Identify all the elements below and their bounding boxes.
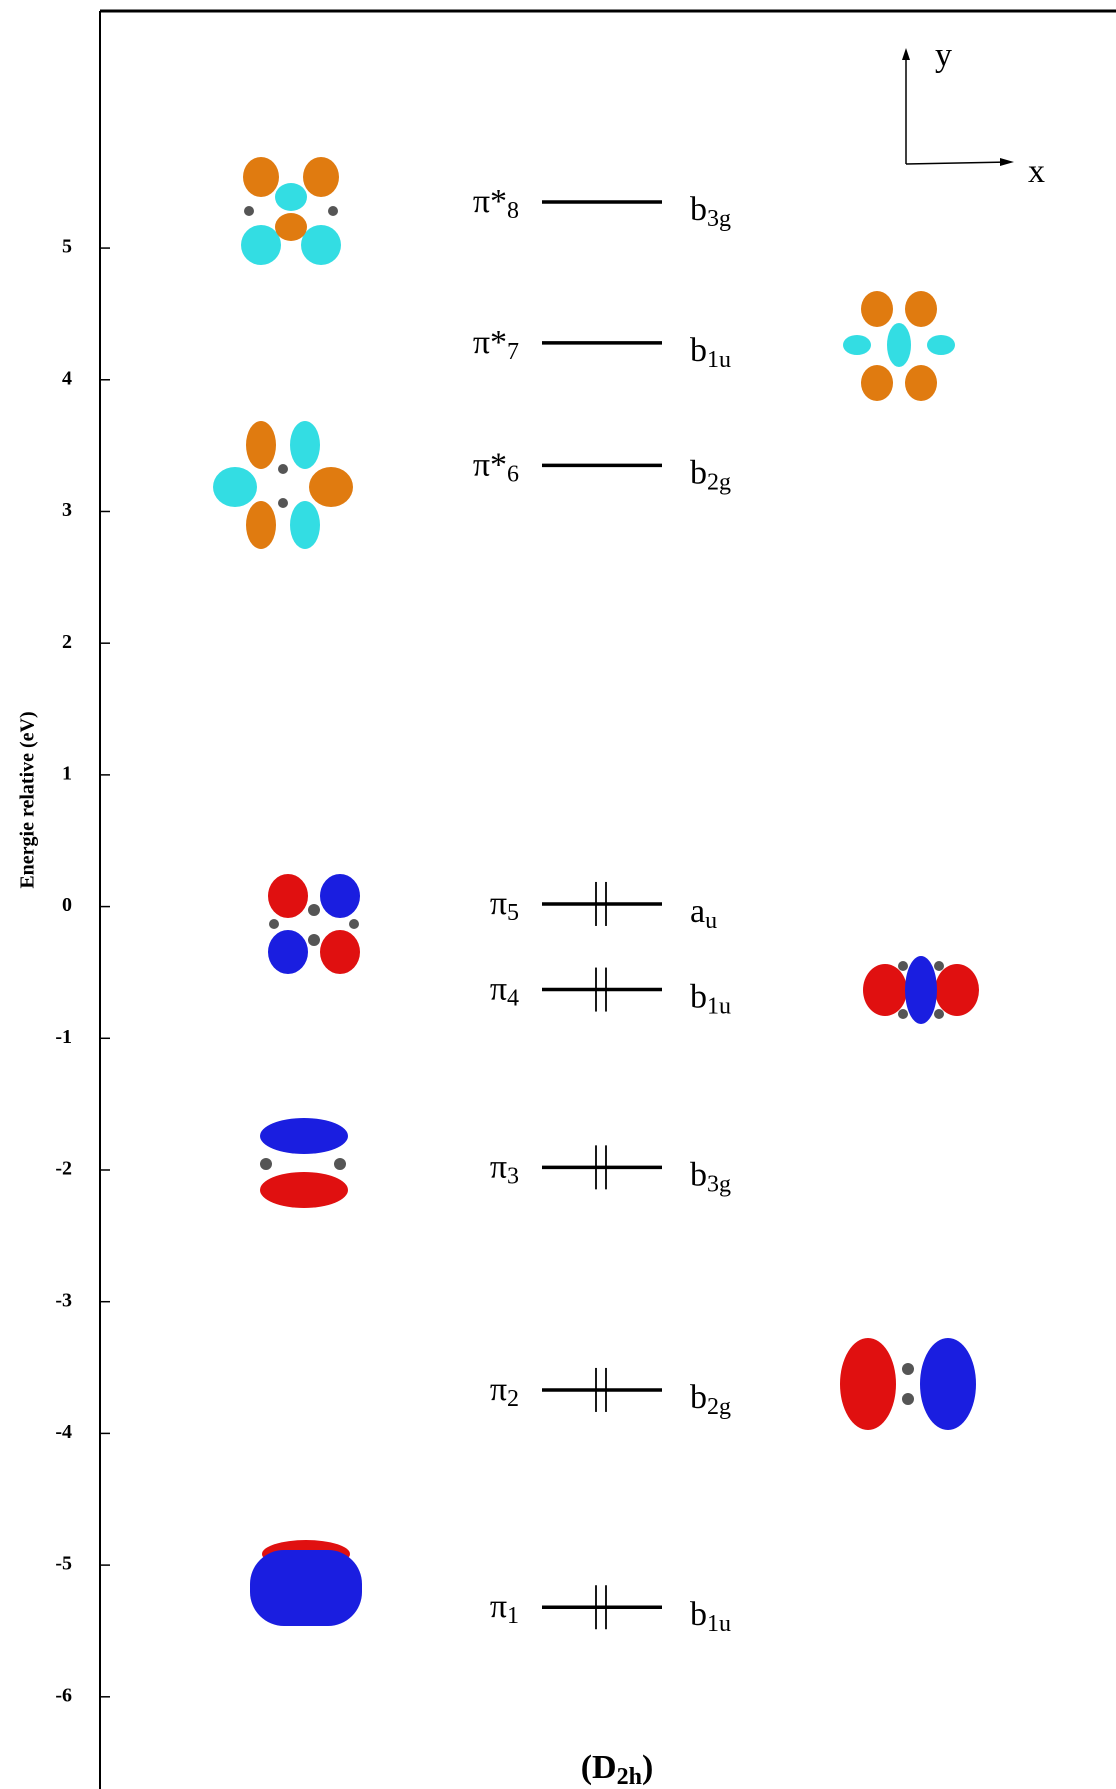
y-tick-label: -1 xyxy=(55,1026,72,1048)
symmetry-sub: 1u xyxy=(707,1611,731,1637)
symmetry-name: b xyxy=(690,1596,707,1633)
orbital-index: 6 xyxy=(507,461,519,487)
orbital-label: π5 xyxy=(490,885,519,926)
chart: Energie relative (eV) y x xyxy=(0,0,1116,1789)
orbital-label: π*7 xyxy=(473,324,519,365)
symmetry-name: b xyxy=(690,191,707,228)
symmetry-sub: 2g xyxy=(707,1393,731,1419)
orbital-index: 1 xyxy=(507,1603,519,1629)
orbital-plot xyxy=(260,1118,348,1208)
orbital-name: π xyxy=(490,970,507,1007)
symmetry-label: b3g xyxy=(690,1156,731,1197)
symmetry-sub: 2g xyxy=(707,469,731,495)
y-tick-label: 0 xyxy=(62,894,72,916)
orbital-plot xyxy=(863,956,979,1024)
symmetry-sub: 3g xyxy=(707,1171,731,1197)
orbital-plot xyxy=(250,1540,362,1626)
orbital-name: π xyxy=(490,1148,507,1185)
point-group-main: (D xyxy=(581,1749,617,1786)
symmetry-sub: 1u xyxy=(707,993,731,1019)
symmetry-name: b xyxy=(690,332,707,369)
symmetry-name: b xyxy=(690,978,707,1015)
symmetry-label: b2g xyxy=(690,1379,731,1420)
y-tick-label: -2 xyxy=(55,1158,72,1180)
y-tick-label: 5 xyxy=(62,236,72,258)
orbital-label: π*6 xyxy=(473,446,519,487)
orbital-plot xyxy=(840,1338,976,1430)
orbital-label: π1 xyxy=(490,1588,519,1629)
y-tick-label: -4 xyxy=(55,1421,72,1443)
y-tick-label: -3 xyxy=(55,1289,72,1311)
orbital-name: π xyxy=(490,1371,507,1408)
orbital-index: 7 xyxy=(507,338,519,364)
orbital-name: π xyxy=(490,885,507,922)
symmetry-sub: 1u xyxy=(707,346,731,372)
symmetry-label: b1u xyxy=(690,332,731,373)
y-tick-label: 3 xyxy=(62,499,72,521)
y-tick-label: 2 xyxy=(62,631,72,653)
symmetry-label: b3g xyxy=(690,191,731,232)
orbital-index: 5 xyxy=(507,899,519,925)
orbital-index: 2 xyxy=(507,1385,519,1411)
symmetry-label: b2g xyxy=(690,454,731,495)
symmetry-sub: 3g xyxy=(707,205,731,231)
symmetry-name: b xyxy=(690,1379,707,1416)
symmetry-name: b xyxy=(690,1156,707,1193)
orbital-plot xyxy=(843,291,955,401)
point-group-close: ) xyxy=(642,1749,653,1786)
y-tick-label: 1 xyxy=(62,762,72,784)
axis-y-name: y xyxy=(935,37,952,74)
symmetry-label: b1u xyxy=(690,978,731,1019)
orbital-label: π*8 xyxy=(473,183,519,224)
y-tick-label: -5 xyxy=(55,1553,72,1575)
orbital-label: π2 xyxy=(490,1371,519,1412)
symmetry-name: b xyxy=(690,454,707,491)
point-group: (D2h) xyxy=(581,1749,654,1789)
orbital-plot xyxy=(241,157,341,265)
orbital-index: 3 xyxy=(507,1163,519,1189)
orbital-plot xyxy=(213,421,353,549)
orbital-index: 4 xyxy=(507,985,519,1011)
point-group-sub: 2h xyxy=(617,1764,642,1789)
symmetry-label: b1u xyxy=(690,1596,731,1637)
orbital-label: π4 xyxy=(490,970,519,1011)
symmetry-sub: u xyxy=(705,907,717,933)
symmetry-label: au xyxy=(690,893,717,934)
orbital-name: π* xyxy=(473,446,507,483)
orbital-label: π3 xyxy=(490,1148,519,1189)
axis-indicator: y x xyxy=(902,37,1045,190)
y-axis-label: Energie relative (eV) xyxy=(17,711,39,888)
orbital-plot xyxy=(268,874,360,974)
orbital-name: π xyxy=(490,1588,507,1625)
orbital-name: π* xyxy=(473,183,507,220)
axis-x-name: x xyxy=(1028,153,1045,190)
symmetry-name: a xyxy=(690,893,705,930)
orbital-name: π* xyxy=(473,324,507,361)
y-tick-label: 4 xyxy=(62,367,72,389)
y-tick-label: -6 xyxy=(55,1684,72,1706)
orbital-index: 8 xyxy=(507,197,519,223)
